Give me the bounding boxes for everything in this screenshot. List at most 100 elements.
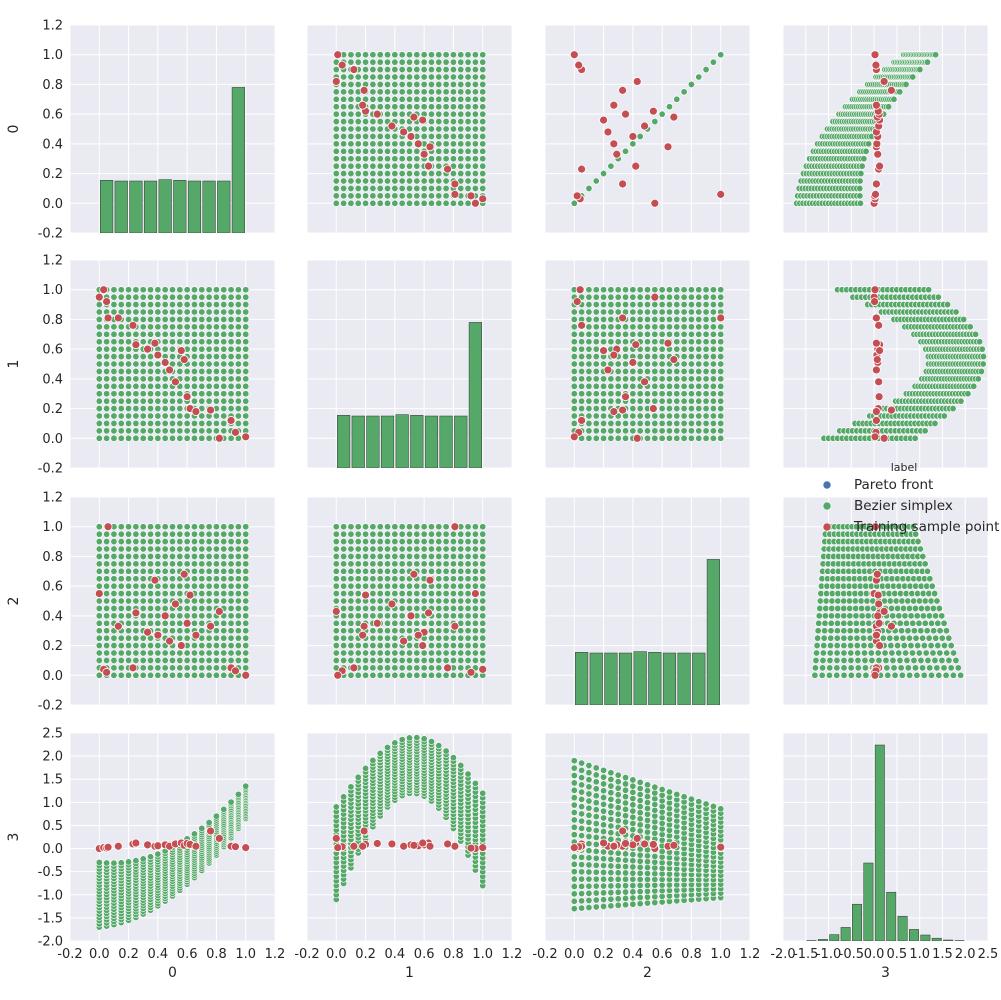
bezier-point (95, 330, 103, 338)
bezier-point (362, 582, 370, 590)
training-point (333, 670, 343, 680)
training-point (599, 346, 608, 356)
bezier-point (183, 634, 191, 642)
bezier-point (420, 95, 428, 103)
bezier-point (853, 634, 861, 642)
bezier-point (680, 315, 688, 323)
bezier-point (169, 330, 177, 338)
bezier-point (636, 315, 644, 323)
bezier-point (227, 575, 235, 583)
bezier-point (391, 612, 399, 620)
bezier-point (427, 530, 435, 538)
bezier-point (354, 73, 362, 81)
bezier-point (103, 634, 111, 642)
bezier-point (95, 397, 103, 405)
bezier-point (833, 634, 841, 642)
bezier-point (95, 560, 103, 568)
bezier-point (95, 405, 103, 413)
bezier-point (391, 155, 399, 163)
bezier-point (949, 671, 957, 679)
bezier-point (405, 582, 413, 590)
bezier-point (405, 642, 413, 650)
bezier-point (471, 545, 479, 553)
bezier-point (420, 51, 428, 59)
bezier-point (813, 642, 821, 650)
bezier-point (183, 538, 191, 546)
bezier-point (952, 656, 960, 664)
bezier-point (125, 382, 133, 390)
bezier-point (125, 315, 133, 323)
bezier-point (479, 58, 487, 66)
bezier-point (471, 125, 479, 133)
bezier-point (125, 567, 133, 575)
bezier-point (190, 545, 198, 553)
bezier-point (479, 545, 487, 553)
bezier-point (926, 575, 934, 583)
bezier-point (384, 184, 392, 192)
bezier-point (95, 649, 103, 657)
bezier-point (585, 419, 593, 427)
bezier-point (125, 286, 133, 294)
bezier-point (212, 812, 220, 820)
bezier-point (607, 162, 615, 170)
bezier-point (234, 412, 242, 420)
bezier-point (607, 286, 615, 294)
bezier-point (717, 51, 725, 59)
bezier-point (95, 634, 103, 642)
bezier-point (147, 308, 155, 316)
bezier-point (205, 656, 213, 664)
bezier-point (695, 427, 703, 435)
bezier-point (125, 671, 133, 679)
bezier-point (154, 538, 162, 546)
bezier-point (147, 664, 155, 672)
bezier-point (242, 293, 250, 301)
bezier-point (242, 642, 250, 650)
bezier-point (362, 612, 370, 620)
bezier-point (717, 293, 725, 301)
bezier-point (154, 293, 162, 301)
bezier-point (629, 315, 637, 323)
bezier-point (709, 360, 717, 368)
bezier-point (818, 671, 826, 679)
bezier-point (384, 199, 392, 207)
bezier-point (636, 286, 644, 294)
bezier-point (717, 412, 725, 420)
bezier-point (234, 560, 242, 568)
bezier-point (471, 575, 479, 583)
bezier-point (464, 523, 472, 531)
bezier-point (212, 330, 220, 338)
bezier-point (420, 545, 428, 553)
bezier-point (176, 434, 184, 442)
bezier-point (680, 301, 688, 309)
bezier-point (420, 103, 428, 111)
bezier-point (665, 330, 673, 338)
bezier-point (902, 80, 910, 88)
bezier-point (405, 95, 413, 103)
bezier-point (709, 405, 717, 413)
bezier-point (435, 132, 443, 140)
bezier-point (103, 649, 111, 657)
bezier-point (332, 118, 340, 126)
training-point (612, 149, 622, 159)
bezier-point (917, 604, 925, 612)
training-point (143, 627, 153, 637)
bezier-point (242, 649, 250, 657)
bezier-point (340, 612, 348, 620)
bezier-point (442, 103, 450, 111)
bezier-point (600, 293, 608, 301)
bezier-point (183, 649, 191, 657)
bezier-point (464, 199, 472, 207)
bezier-point (578, 330, 586, 338)
bezier-point (592, 286, 600, 294)
training-point (872, 355, 882, 364)
training-point (628, 358, 638, 367)
bezier-point (183, 412, 191, 420)
bezier-point (391, 575, 399, 583)
bezier-point (479, 177, 487, 185)
y-tick-label: -0.2 (38, 462, 63, 477)
bezier-point (629, 286, 637, 294)
bezier-point (95, 301, 103, 309)
bezier-point (854, 649, 862, 657)
bezier-point (464, 177, 472, 185)
bezier-point (198, 664, 206, 672)
